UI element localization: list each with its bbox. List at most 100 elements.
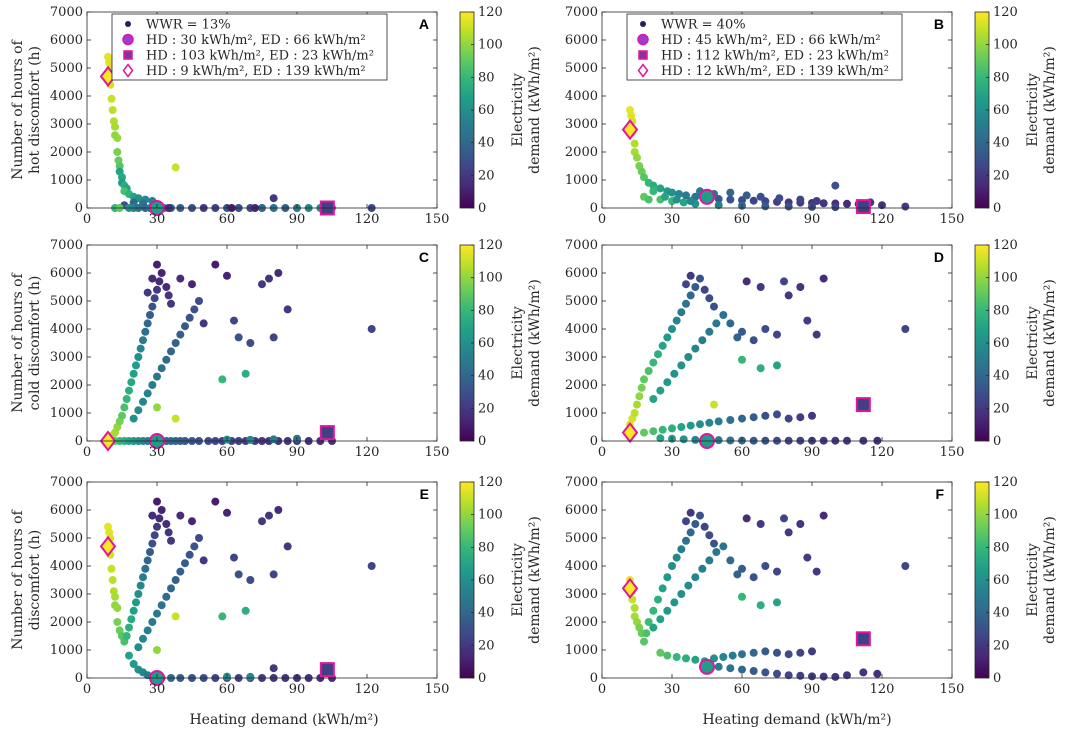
scatter-point <box>649 181 658 190</box>
scatter-point <box>241 369 250 378</box>
y-tick-label: 0 <box>75 201 83 216</box>
scatter-point <box>686 528 695 537</box>
scatter-point <box>633 153 641 162</box>
scatter-point <box>812 330 821 339</box>
colorbar-tick-label: 0 <box>478 671 486 686</box>
legend-entry: HD : 103 kWh/m², ED : 23 kWh/m² <box>146 49 374 64</box>
colorbar-tick-label: 80 <box>993 540 1010 555</box>
scatter-point <box>162 520 171 528</box>
scatter-point <box>635 392 644 401</box>
scatter-point <box>738 564 746 573</box>
scatter-point <box>756 283 765 291</box>
scatter-point <box>663 651 672 660</box>
scatter-point <box>246 672 255 681</box>
scatter-point <box>176 567 185 576</box>
y-tick-label: 2000 <box>565 378 598 393</box>
y-tick-label: 3000 <box>50 117 83 132</box>
y-tick-label: 1000 <box>565 173 598 188</box>
scatter-point <box>148 381 157 389</box>
panel-B: 0 30 60 90 120 150010002000300040005000600070… <box>565 5 1058 227</box>
colorbar-tick-label: 120 <box>478 5 503 20</box>
legend-entry: HD : 9 kWh/m², ED : 139 kWh/m² <box>146 64 366 79</box>
scatter-point <box>773 567 781 576</box>
scatter-point <box>283 305 292 314</box>
x-axis-label-left: Heating demand (kWh/m²) <box>189 712 378 728</box>
scatter-point <box>171 576 180 584</box>
scatter-point <box>162 355 171 364</box>
scatter-point <box>649 606 658 615</box>
scatter-point <box>120 403 129 412</box>
scatter-point <box>819 199 828 208</box>
scatter-point <box>808 411 816 420</box>
y-tick-label: 7000 <box>565 475 598 490</box>
colorbar-tick-label: 20 <box>478 638 495 653</box>
scatter-point <box>726 664 735 673</box>
scatter-point <box>712 548 721 556</box>
scatter-point <box>155 514 164 523</box>
x-tick-label: 30 <box>149 682 166 697</box>
scatter-point <box>107 564 116 573</box>
scatter-point <box>167 584 175 593</box>
scatter-point <box>742 277 751 286</box>
scatter-point <box>812 197 821 205</box>
scatter-point <box>118 173 126 182</box>
scatter-point <box>738 592 746 601</box>
scatter-point <box>148 539 157 548</box>
scatter-point <box>234 333 243 342</box>
scatter-point <box>211 260 220 269</box>
scatter-point <box>150 531 159 540</box>
y-tick-label: 4000 <box>50 322 83 337</box>
scatter-point <box>630 139 639 148</box>
scatter-point <box>637 383 646 392</box>
scatter-point <box>873 669 882 678</box>
scatter-point <box>712 319 721 328</box>
scatter-point <box>171 612 180 621</box>
colorbar-tick-label: 60 <box>993 573 1010 588</box>
scatter-point <box>171 414 180 423</box>
y-tick-label: 5000 <box>50 61 83 76</box>
scatter-point <box>107 94 116 103</box>
scatter-point <box>649 395 658 403</box>
scatter-point <box>796 671 805 680</box>
y-axis-label-line2: discomfort (h) <box>27 530 43 631</box>
scatter-point <box>190 542 199 551</box>
scatter-point <box>901 325 910 333</box>
colorbar-tick-label: 80 <box>993 70 1010 85</box>
scatter-point <box>269 664 278 673</box>
scatter-point <box>230 553 238 562</box>
scatter-point <box>164 528 173 537</box>
scatter-point <box>640 173 648 182</box>
scatter-point <box>153 497 161 506</box>
scatter-point <box>656 184 665 193</box>
scatter-point <box>649 427 658 436</box>
colorbar-tick-label: 80 <box>993 303 1010 318</box>
y-tick-label: 4000 <box>565 559 598 574</box>
scatter-point <box>775 194 784 203</box>
x-tick-label: 90 <box>804 445 821 460</box>
scatter-point <box>677 590 686 598</box>
axes-frame <box>601 11 953 209</box>
scatter-point <box>686 197 695 205</box>
scatter-point <box>700 522 709 531</box>
scatter-point <box>181 322 189 331</box>
scatter-point <box>726 319 735 328</box>
colorbar-tick-label: 100 <box>993 271 1018 286</box>
colorbar-label-line2: demand (kWh/m²) <box>1042 46 1058 174</box>
scatter-point <box>773 648 781 657</box>
colorbar-tick-label: 120 <box>993 475 1018 490</box>
scatter-point <box>122 632 131 640</box>
scatter-point <box>265 274 273 283</box>
scatter-point <box>663 606 672 615</box>
scatter-points <box>104 52 376 212</box>
scatter-point <box>726 416 735 424</box>
colorbar-tick-label: 80 <box>478 303 495 318</box>
colorbar-tick-label: 60 <box>993 336 1010 351</box>
scatter-point <box>640 375 648 384</box>
x-tick-label: 30 <box>664 682 681 697</box>
colorbar-label-line1: Electricity <box>510 306 526 380</box>
scatter-point <box>134 590 143 598</box>
scatter-point <box>710 654 718 663</box>
scatter-point <box>819 672 828 681</box>
y-tick-label: 6000 <box>565 33 598 48</box>
scatter-point <box>246 435 255 444</box>
